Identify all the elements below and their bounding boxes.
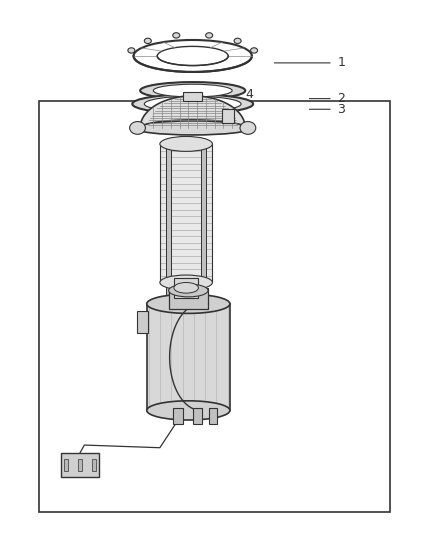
Ellipse shape <box>153 84 232 97</box>
Bar <box>201 144 206 304</box>
Ellipse shape <box>134 40 252 72</box>
Bar <box>64 459 68 471</box>
Ellipse shape <box>160 275 212 290</box>
Polygon shape <box>140 96 245 128</box>
Bar <box>166 144 171 304</box>
Ellipse shape <box>147 294 230 313</box>
Bar <box>160 144 212 282</box>
Ellipse shape <box>144 38 151 44</box>
Bar <box>92 459 96 471</box>
Ellipse shape <box>128 48 135 53</box>
Bar <box>173 408 183 424</box>
Bar <box>193 408 202 424</box>
Bar <box>39 101 390 512</box>
Bar <box>61 453 99 477</box>
Ellipse shape <box>145 96 241 111</box>
Ellipse shape <box>132 94 253 114</box>
Ellipse shape <box>173 33 180 38</box>
Ellipse shape <box>140 82 245 99</box>
Bar <box>160 144 212 282</box>
Bar <box>183 92 202 101</box>
Text: 1: 1 <box>337 56 345 69</box>
Ellipse shape <box>147 401 230 420</box>
Bar <box>78 459 82 471</box>
Ellipse shape <box>251 48 258 53</box>
Bar <box>222 109 234 123</box>
Ellipse shape <box>157 46 228 66</box>
Ellipse shape <box>160 136 212 151</box>
Bar <box>169 288 208 309</box>
Bar <box>147 304 230 410</box>
Bar <box>174 278 198 298</box>
Bar <box>137 311 148 333</box>
Text: 2: 2 <box>337 92 345 105</box>
Bar <box>147 304 230 410</box>
Ellipse shape <box>206 33 213 38</box>
Ellipse shape <box>240 122 256 134</box>
Bar <box>209 408 217 424</box>
Ellipse shape <box>234 38 241 44</box>
Ellipse shape <box>134 121 251 135</box>
Ellipse shape <box>169 284 208 297</box>
Text: 3: 3 <box>337 103 345 116</box>
Ellipse shape <box>174 282 198 293</box>
Ellipse shape <box>130 122 145 134</box>
Text: 4: 4 <box>245 88 253 101</box>
